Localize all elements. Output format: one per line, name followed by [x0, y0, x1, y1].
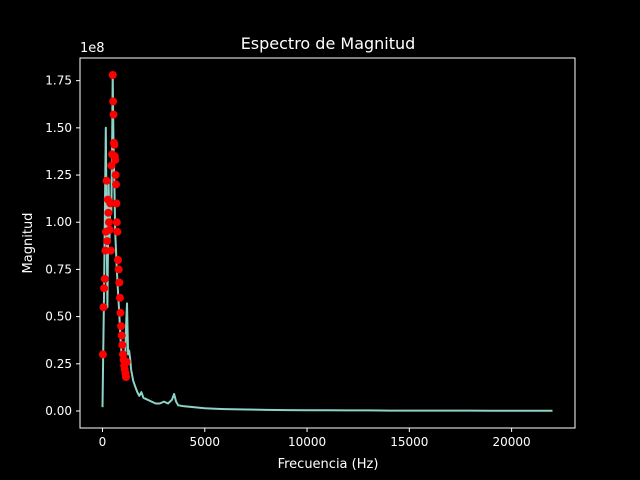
peak-point	[104, 208, 113, 217]
y-tick-label: 1.50	[45, 121, 72, 135]
y-tick-label: 0.00	[45, 404, 72, 418]
peak-point	[100, 274, 109, 283]
peak-point	[102, 176, 111, 185]
peak-point	[105, 225, 114, 234]
x-tick-label: 20000	[492, 435, 530, 449]
peak-point	[114, 256, 122, 264]
peak-point	[111, 155, 120, 164]
peak-point	[122, 357, 131, 366]
y-tick-label: 0.75	[45, 262, 72, 276]
peak-point	[112, 218, 121, 227]
peak-point	[99, 303, 108, 312]
peak-point	[109, 97, 118, 106]
y-axis-label: Magnitud	[21, 213, 36, 274]
peak-point	[105, 218, 113, 227]
peak-point	[98, 350, 107, 359]
x-tick-label: 0	[99, 435, 107, 449]
chart-title: Espectro de Magnitud	[241, 34, 416, 53]
peak-point	[112, 199, 121, 208]
peak-point	[113, 227, 122, 236]
x-tick-label: 10000	[288, 435, 326, 449]
axes-frame	[79, 57, 576, 429]
peak-point	[117, 322, 126, 331]
x-axis-label: Frecuencia (Hz)	[278, 457, 379, 472]
peak-point	[101, 246, 110, 255]
peak-point	[106, 246, 115, 255]
plot-area	[98, 71, 553, 412]
y-tick-label: 0.50	[45, 310, 72, 324]
y-tick-label: 0.25	[45, 357, 72, 371]
peak-point	[115, 293, 124, 302]
y-axis: 0.00 0.25 0.50 0.75 1.00 1.25 1.50 1.75	[45, 74, 80, 418]
y-scale-label: 1e8	[80, 41, 105, 56]
peak-point	[112, 180, 120, 189]
x-tick-label: 15000	[390, 435, 428, 449]
peak-point	[106, 199, 115, 208]
peak-point	[110, 140, 119, 149]
peak-point	[103, 237, 112, 246]
peak-point	[122, 373, 130, 381]
x-axis: 0 5000 10000 15000 20000	[99, 428, 531, 449]
peak-point	[117, 331, 126, 340]
y-tick-label: 1.00	[45, 215, 72, 229]
peak-point	[111, 171, 120, 179]
peak-point	[116, 308, 125, 317]
peak-point	[109, 110, 118, 119]
peak-point	[100, 284, 109, 293]
y-tick-label: 1.25	[45, 168, 72, 182]
x-tick-label: 5000	[189, 435, 220, 449]
peak-point	[108, 71, 117, 79]
peak-point	[114, 265, 123, 274]
peak-point	[115, 278, 124, 287]
peak-point	[118, 340, 127, 349]
y-tick-label: 1.75	[45, 74, 72, 88]
peak-point	[107, 161, 116, 170]
